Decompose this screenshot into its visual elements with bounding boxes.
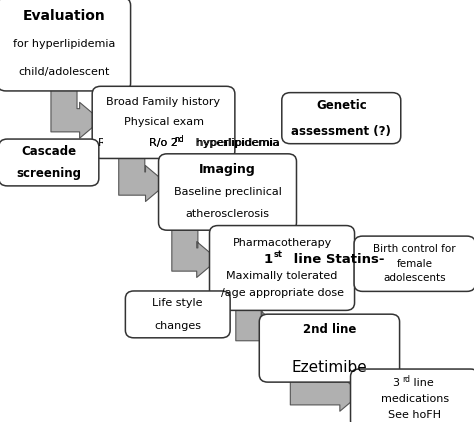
Text: Ezetimibe: Ezetimibe [292,360,367,375]
Polygon shape [172,224,218,278]
FancyBboxPatch shape [259,314,400,382]
Text: Maximally tolerated: Maximally tolerated [227,271,337,281]
Text: adolescents: adolescents [383,273,446,283]
Text: screening: screening [16,168,82,180]
Text: for hyperlipidemia: for hyperlipidemia [13,39,115,49]
Text: Imaging: Imaging [199,163,256,176]
Text: Genetic: Genetic [316,99,367,112]
Text: Broad Family history: Broad Family history [107,97,220,107]
Text: Pharmacotherapy: Pharmacotherapy [232,238,332,248]
FancyBboxPatch shape [282,93,401,143]
Text: Physical exam: Physical exam [124,117,203,127]
Text: medications: medications [381,394,449,404]
Text: assessment (?): assessment (?) [292,124,391,138]
Text: line Statins-: line Statins- [289,253,384,266]
Text: Evaluation: Evaluation [23,9,105,23]
Text: nd: nd [174,135,184,144]
Text: st: st [274,251,283,260]
FancyBboxPatch shape [0,0,130,91]
FancyBboxPatch shape [220,251,344,268]
Text: R/o 2: R/o 2 [149,138,178,148]
Text: Baseline preclinical: Baseline preclinical [173,187,282,197]
Text: nd: nd [174,135,184,143]
Text: 3: 3 [392,378,399,388]
Text: changes: changes [154,321,201,331]
Text: See hoFH: See hoFH [388,410,441,420]
FancyBboxPatch shape [158,154,296,230]
Polygon shape [236,304,283,347]
FancyBboxPatch shape [92,86,235,158]
Text: atherosclerosis: atherosclerosis [185,209,270,219]
Text: /age appropriate dose: /age appropriate dose [220,288,344,298]
Text: Life style: Life style [153,298,203,308]
FancyBboxPatch shape [210,225,355,311]
Polygon shape [118,152,167,202]
Polygon shape [51,84,101,138]
FancyBboxPatch shape [103,135,224,151]
Text: R/o 2: R/o 2 [149,138,178,148]
Text: 3rd line: 3rd line [393,378,436,388]
Polygon shape [290,375,361,411]
Text: child/adolescent: child/adolescent [18,68,109,77]
Text: female: female [397,259,433,269]
Text: Birth control for: Birth control for [374,244,456,254]
FancyBboxPatch shape [361,375,468,390]
Text: 1st line Statins-: 1st line Statins- [223,253,341,266]
Text: hyperlipidemia: hyperlipidemia [192,138,279,148]
Text: hyperlipidemia: hyperlipidemia [193,138,280,148]
FancyBboxPatch shape [350,369,474,422]
Text: 2nd line: 2nd line [303,323,356,335]
Text: R/o 2nd hyperlipidemia: R/o 2nd hyperlipidemia [99,138,228,148]
FancyBboxPatch shape [125,291,230,338]
FancyBboxPatch shape [0,139,99,186]
Text: line: line [410,378,434,388]
Text: Cascade: Cascade [21,145,76,157]
Text: rd: rd [402,375,410,384]
Text: 1: 1 [263,253,273,266]
FancyBboxPatch shape [354,236,474,291]
